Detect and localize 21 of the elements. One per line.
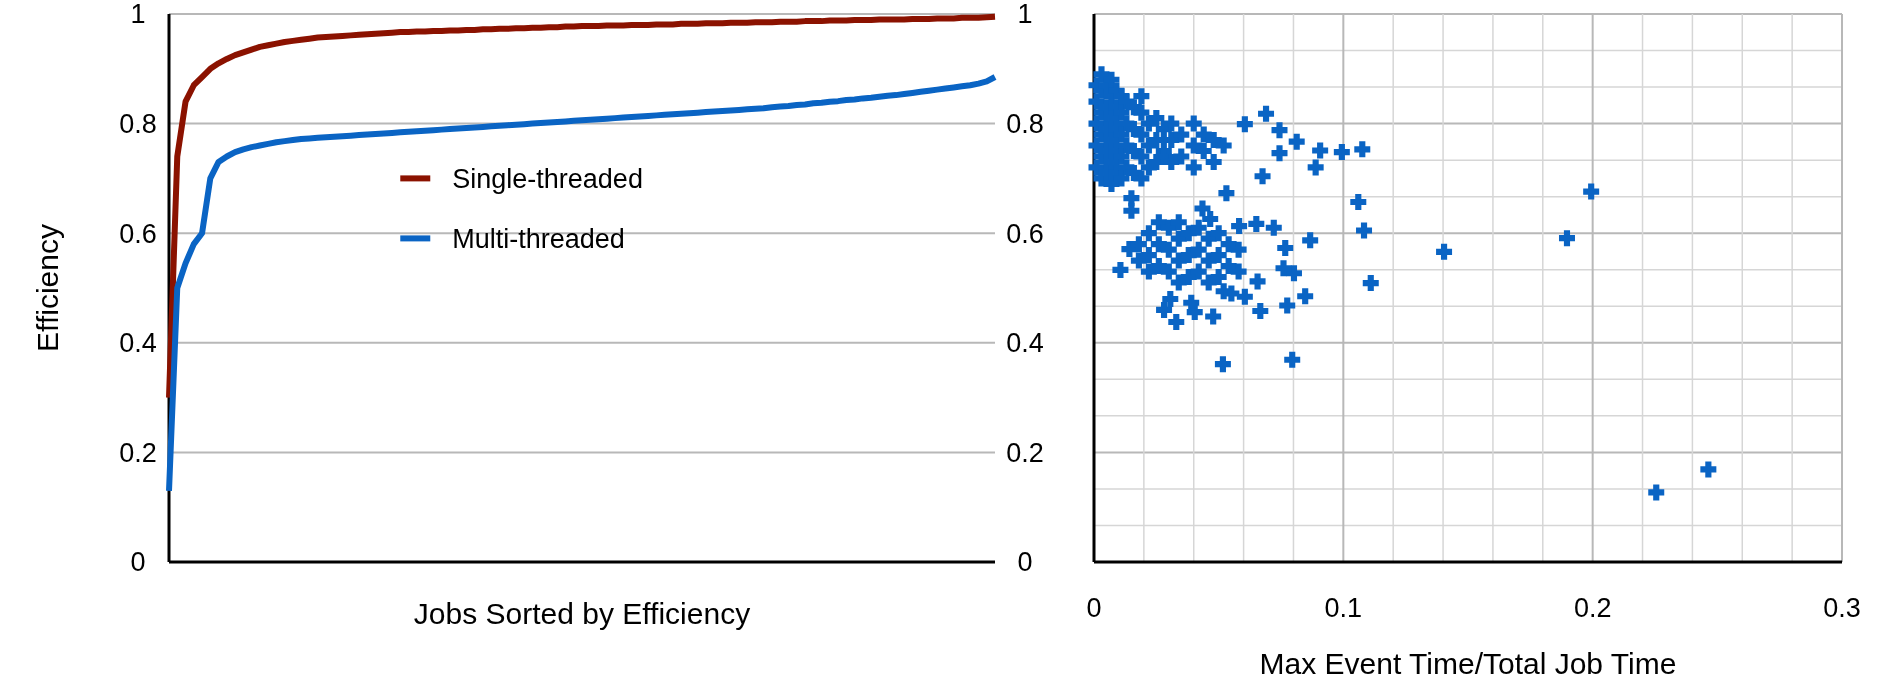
- x-tick-label: 0.1: [1324, 593, 1363, 623]
- y-tick-label: 0: [130, 547, 146, 578]
- y-tick-label: 0.2: [119, 437, 157, 468]
- legend-label: Single-threaded: [452, 163, 643, 194]
- y-tick-label: 0.8: [1006, 109, 1044, 140]
- y-tick-label: 1: [130, 0, 146, 30]
- y-tick-label: 0.6: [1006, 218, 1044, 249]
- y-tick-label: 0.6: [119, 218, 157, 249]
- y-tick-label: 1: [1017, 0, 1033, 30]
- x-tick-label: 0.3: [1823, 593, 1861, 623]
- y-tick-label: 0.8: [119, 109, 157, 140]
- x-tick-label: 0.2: [1573, 593, 1612, 623]
- x-axis-title: Max Event Time/Total Job Time: [1259, 647, 1677, 680]
- x-axis-title: Jobs Sorted by Efficiency: [413, 597, 751, 630]
- y-tick-label: 0.2: [1006, 437, 1044, 468]
- x-tick-label: 0: [1086, 593, 1102, 623]
- legend-label: Multi-threaded: [452, 223, 625, 254]
- y-axis-title: Efficiency: [30, 224, 64, 352]
- y-tick-label: 0.4: [119, 328, 157, 359]
- y-tick-label: 0.4: [1006, 328, 1044, 359]
- y-tick-label: 0: [1017, 547, 1033, 578]
